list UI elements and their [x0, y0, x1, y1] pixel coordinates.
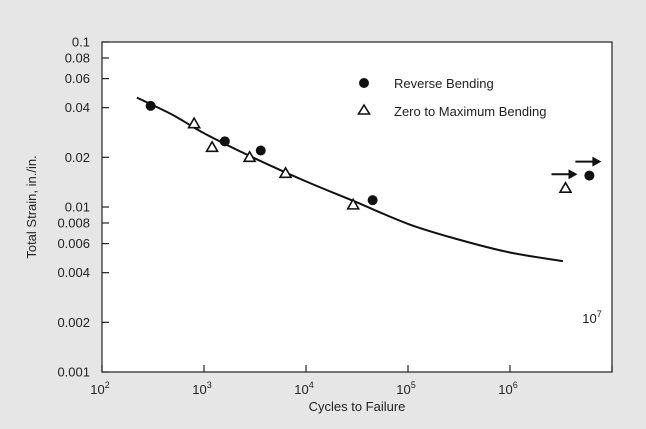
y-tick-label: 0.04: [65, 100, 90, 115]
legend-label-reverse-bending: Reverse Bending: [394, 76, 494, 91]
y-axis: 0.10.08 0.06 0.04 0.02 0.010.008 0.006 0.004 0.…: [57, 35, 109, 380]
point-zero-to-max-bending: [187, 116, 202, 129]
fit-curve: [136, 96, 564, 263]
runout-arrow: [575, 156, 602, 167]
x-tick-label: 104: [294, 380, 313, 397]
legend-marker-zero-to-max: [357, 103, 371, 115]
y-tick-label: 0.1: [72, 35, 90, 50]
x-tick-label: 106: [498, 380, 517, 397]
point-zero-to-max-bending: [242, 150, 257, 163]
point-zero-to-max-bending: [346, 197, 361, 210]
y-tick-label: 0.004: [57, 265, 90, 280]
y-tick-label: 0.02: [65, 150, 90, 165]
legend-label-zero-to-max: Zero to Maximum Bending: [394, 104, 546, 119]
point-reverse-bending: [145, 100, 156, 111]
point-zero-to-max-bending: [205, 140, 219, 153]
x-tick-label: 103: [192, 380, 211, 397]
y-axis-title: Total Strain, in./in.: [24, 155, 39, 258]
x-tick-label: 105: [396, 380, 415, 397]
x-axis-title: Cycles to Failure: [309, 399, 406, 414]
point-reverse-bending: [255, 145, 266, 156]
legend-marker-reverse-bending: [359, 78, 369, 88]
x-tick-label: 107: [582, 309, 601, 326]
point-reverse-bending: [584, 170, 595, 181]
runout-arrows: [551, 156, 602, 180]
point-zero-to-max-bending: [278, 166, 293, 179]
point-zero-to-max-bending: [558, 181, 573, 193]
y-tick-label: 0.008: [57, 215, 90, 230]
runout-arrow: [551, 169, 578, 180]
point-reverse-bending: [219, 136, 230, 147]
y-tick-label: 0.01: [65, 200, 90, 215]
y-tick-label: 0.002: [57, 315, 90, 330]
point-reverse-bending: [367, 195, 378, 206]
legend: Reverse Bending Zero to Maximum Bending: [357, 76, 546, 119]
x-axis: 102 103 104 105 106 107: [90, 309, 613, 397]
y-tick-label: 0.08: [65, 50, 90, 65]
y-tick-label: 0.06: [65, 71, 90, 86]
y-tick-label: 0.001: [57, 365, 90, 380]
x-tick-label: 102: [90, 380, 109, 397]
y-tick-label: 0.006: [57, 236, 90, 251]
data-points: [145, 100, 595, 210]
